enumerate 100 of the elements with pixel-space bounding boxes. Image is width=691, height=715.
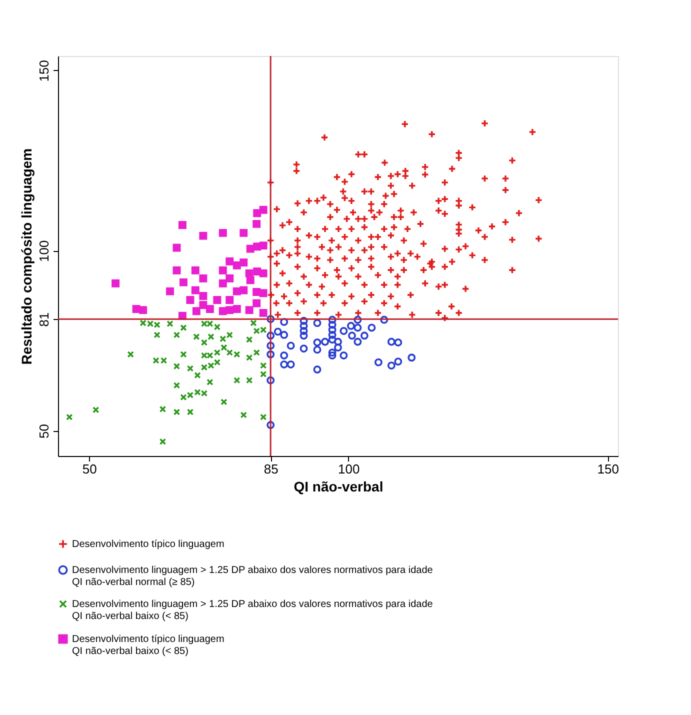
point <box>193 333 200 340</box>
point <box>180 351 187 358</box>
point <box>92 406 100 414</box>
point <box>328 316 336 324</box>
point <box>226 306 234 314</box>
point <box>199 301 208 309</box>
y-tick-label: 100 <box>36 240 52 262</box>
point <box>266 376 275 384</box>
point <box>313 338 322 346</box>
point <box>218 228 227 237</box>
point <box>173 382 180 389</box>
point <box>394 358 402 366</box>
point <box>200 339 208 346</box>
point <box>245 306 254 314</box>
x-axis-title: QI não-verbal <box>294 478 384 494</box>
point <box>328 326 336 334</box>
point <box>266 315 275 324</box>
point <box>220 336 226 342</box>
point <box>246 354 253 361</box>
point <box>213 296 222 304</box>
point <box>199 274 208 282</box>
point <box>180 324 187 332</box>
point <box>173 362 180 370</box>
legend-label: Desenvolvimento linguagem > 1.25 DP abaixo dos valores normativos para idade QI não-verbal normal (≥ 85) <box>72 565 434 588</box>
point <box>139 306 148 314</box>
point <box>154 332 160 338</box>
point <box>252 220 261 228</box>
point <box>172 266 181 274</box>
point <box>274 328 282 336</box>
point <box>253 268 262 276</box>
point <box>159 406 166 413</box>
point <box>226 274 234 282</box>
point <box>280 351 288 360</box>
point <box>186 365 194 372</box>
point <box>66 414 73 420</box>
point <box>194 372 201 379</box>
point <box>259 308 268 317</box>
point <box>246 336 253 343</box>
point <box>328 336 336 344</box>
point <box>191 266 200 274</box>
point <box>300 332 308 340</box>
point <box>218 266 227 274</box>
point <box>206 304 214 313</box>
legend-label: Desenvolvimento típico linguagem QI não-verbal baixo (< 85) <box>72 634 224 657</box>
point <box>186 408 194 416</box>
point <box>246 244 254 253</box>
point <box>328 320 336 329</box>
point <box>208 333 214 340</box>
point <box>266 421 275 429</box>
point <box>232 261 241 270</box>
point <box>266 342 275 350</box>
point <box>334 344 342 352</box>
point <box>300 344 308 353</box>
point <box>266 332 275 340</box>
point <box>408 354 416 362</box>
point <box>260 414 267 420</box>
point <box>253 209 262 218</box>
point <box>354 338 362 346</box>
point <box>394 338 402 346</box>
legend-label: Desenvolvimento típico linguagem <box>72 539 224 550</box>
x-tick-label: 150 <box>597 462 619 476</box>
y-tick-label: 50 <box>36 424 52 439</box>
point <box>300 316 308 325</box>
point <box>354 316 362 324</box>
point <box>253 349 260 356</box>
point <box>280 330 288 339</box>
point <box>159 438 166 445</box>
point <box>259 206 268 214</box>
point <box>220 398 228 406</box>
point <box>232 287 241 296</box>
y-tick-label: 81 <box>36 312 52 327</box>
point <box>192 307 200 316</box>
point <box>360 332 368 340</box>
point <box>226 257 234 266</box>
point <box>234 376 240 384</box>
point <box>348 332 356 340</box>
point <box>199 292 208 300</box>
point <box>240 258 248 266</box>
point <box>112 279 120 288</box>
point <box>173 408 180 416</box>
point <box>250 320 257 326</box>
point <box>280 318 288 326</box>
point <box>232 304 241 313</box>
point <box>259 242 268 250</box>
point <box>260 362 267 369</box>
point <box>334 338 342 346</box>
point <box>380 316 388 324</box>
point <box>340 326 348 335</box>
point <box>328 351 336 360</box>
point <box>226 296 234 304</box>
x-tick-label: 100 <box>338 462 360 476</box>
point <box>321 338 330 346</box>
point <box>346 322 355 330</box>
point <box>374 358 382 366</box>
x-tick-label: 50 <box>82 462 97 476</box>
point <box>259 269 268 278</box>
point <box>313 366 322 374</box>
point <box>172 244 181 252</box>
point <box>186 296 194 304</box>
point <box>286 342 295 350</box>
